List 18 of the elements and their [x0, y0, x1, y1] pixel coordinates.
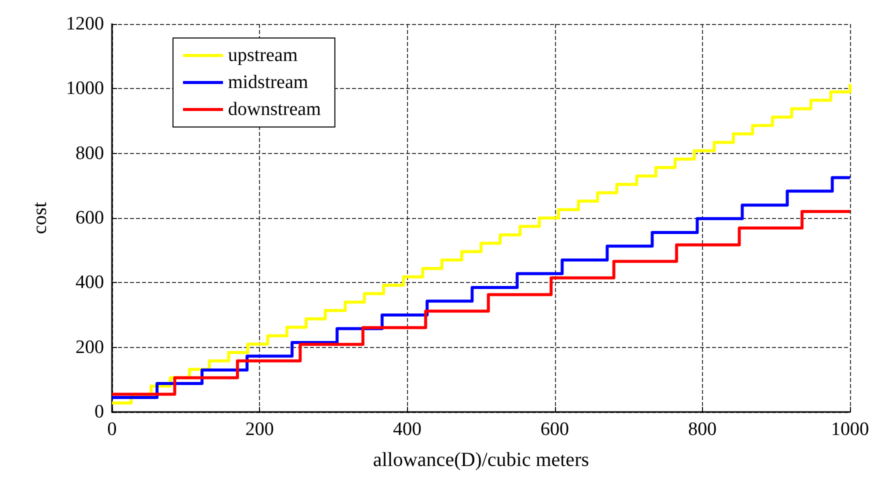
- x-tick-label: 0: [107, 419, 117, 440]
- legend-label: midstream: [228, 72, 308, 93]
- legend-label: downstream: [228, 99, 322, 120]
- y-tick-label: 1000: [66, 78, 104, 100]
- y-tick-label: 800: [76, 142, 104, 164]
- y-tick-label: 600: [76, 208, 104, 228]
- y-tick-label: 0: [94, 402, 104, 422]
- x-tick-label: 600: [540, 419, 570, 440]
- x-tick-label: 1000: [831, 419, 869, 440]
- x-tick-label: 800: [688, 419, 717, 440]
- x-axis-title: allowance(D)/cubic meters: [372, 449, 590, 471]
- x-tick-label: 200: [245, 419, 274, 440]
- y-tick-label: 200: [76, 336, 104, 358]
- y-axis-title: cost: [29, 201, 51, 234]
- y-tick-label: 400: [76, 272, 104, 294]
- legend-label: upstream: [228, 45, 298, 66]
- x-tick-label: 400: [392, 419, 422, 440]
- y-tick-label: 1200: [66, 14, 104, 34]
